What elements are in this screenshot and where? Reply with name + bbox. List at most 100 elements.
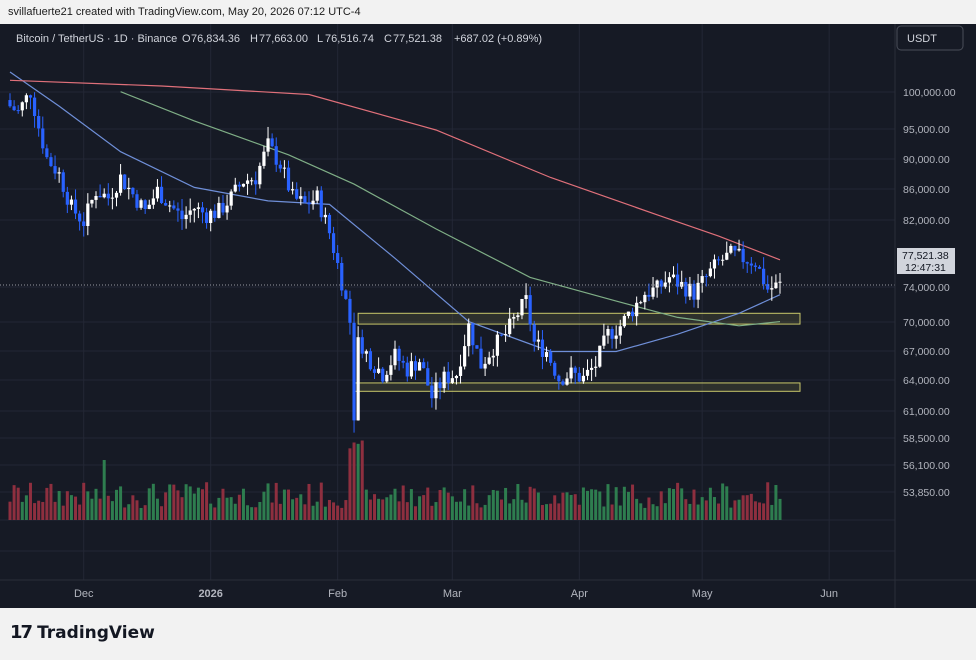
candle-body — [397, 348, 401, 361]
legend-open-label: O — [182, 33, 191, 45]
volume-bar — [147, 488, 151, 520]
volume-bar — [622, 486, 626, 520]
volume-bar — [766, 482, 770, 520]
candle-body — [712, 259, 717, 269]
chart[interactable]: 100,000.00 95,000.00 90,000.00 86,000.00 82,… — [0, 24, 976, 608]
last-price-badge: 77,521.38 12:47:31 — [897, 248, 955, 274]
price-tick-label: 74,000.00 — [903, 282, 950, 294]
volume-bar — [49, 483, 53, 520]
ma-fast-line — [9, 71, 781, 353]
volume-bar — [299, 494, 303, 520]
candle-body — [41, 128, 45, 149]
volume-bar — [184, 484, 188, 520]
tradingview-logo[interactable]: 17 TradingView — [10, 622, 155, 643]
volume-bar — [258, 501, 262, 520]
volume-bar — [176, 490, 180, 520]
volume-bar — [639, 503, 643, 520]
volume-bar — [180, 497, 184, 520]
volume-bar — [135, 500, 139, 520]
candle-body — [512, 317, 516, 319]
candle-body — [266, 138, 270, 152]
candle-body — [262, 151, 266, 166]
volume-bar — [721, 483, 725, 520]
volume-bar — [426, 487, 430, 520]
time-tick-label: Jun — [820, 588, 838, 600]
candle-body — [356, 337, 360, 421]
candle-body — [188, 210, 192, 215]
candle-body — [127, 187, 131, 190]
volume-bar — [516, 484, 520, 520]
volume-bar — [57, 491, 61, 520]
volume-bar — [90, 498, 94, 520]
candle-body — [635, 302, 639, 317]
volume-bar — [733, 500, 737, 520]
volume-bar — [381, 499, 385, 520]
volume-bar — [524, 502, 528, 520]
candle-body — [78, 213, 82, 222]
candle-body — [508, 318, 512, 335]
volume-bar — [471, 485, 475, 520]
candle-body — [774, 282, 778, 289]
candle-body — [73, 199, 78, 214]
time-tick-label: Mar — [443, 588, 462, 600]
volume-bar — [540, 505, 544, 520]
candle-body — [147, 204, 151, 210]
candle-body — [139, 200, 143, 208]
legend-low-label: L — [317, 33, 323, 45]
volume-bar — [565, 492, 569, 520]
volume-bar — [12, 485, 16, 520]
volume-bar — [712, 497, 716, 520]
candle-body — [589, 367, 594, 370]
candle-body — [495, 334, 499, 356]
volume-bar — [549, 503, 553, 520]
volume-bar — [631, 484, 635, 520]
candle-body — [549, 352, 553, 363]
candle-body — [299, 196, 303, 199]
volume-bar — [635, 498, 639, 520]
volume-bar — [41, 501, 45, 520]
candle-body — [655, 280, 659, 288]
candle-body — [659, 280, 663, 287]
candle-body — [37, 116, 41, 129]
volume-bar — [618, 505, 622, 520]
volume-bar — [315, 501, 319, 520]
volume-bar — [327, 499, 331, 520]
volume-bar — [78, 504, 82, 520]
chart-frame[interactable]: 100,000.00 95,000.00 90,000.00 86,000.00 82,… — [0, 24, 976, 608]
candle-body — [8, 100, 12, 107]
price-zone[interactable] — [353, 382, 801, 392]
candle-body — [24, 95, 28, 103]
volume-bar — [663, 503, 667, 520]
volume-bar — [8, 501, 12, 520]
candle-body — [721, 259, 725, 261]
candle-body — [409, 361, 413, 377]
volume-bar — [491, 489, 495, 520]
volume-bar — [24, 495, 28, 520]
candle-body — [729, 245, 733, 253]
candle-body — [393, 348, 397, 366]
candle-body — [757, 266, 762, 269]
volume-bar — [626, 491, 630, 520]
volume-bar — [291, 499, 295, 520]
volume-bar — [499, 499, 503, 520]
volume-bar — [450, 496, 454, 520]
candle-body — [778, 281, 782, 283]
candle-body — [753, 265, 758, 267]
plot-area[interactable] — [0, 24, 895, 580]
price-zone[interactable] — [357, 312, 801, 325]
candle-body — [340, 262, 344, 291]
candle-body — [602, 335, 606, 346]
volume-bar — [368, 499, 372, 520]
volume-bar — [610, 504, 614, 520]
currency-button[interactable]: USDT — [896, 25, 964, 51]
candle-body — [225, 205, 229, 213]
volume-bar — [209, 503, 213, 520]
volume-bar — [483, 504, 487, 520]
candle-body — [364, 351, 368, 354]
volume-bar — [708, 487, 712, 520]
candle-body — [499, 334, 504, 336]
volume-bar — [774, 485, 778, 520]
candle-body — [577, 372, 581, 382]
volume-bar — [192, 493, 196, 520]
candle-body — [463, 346, 467, 367]
